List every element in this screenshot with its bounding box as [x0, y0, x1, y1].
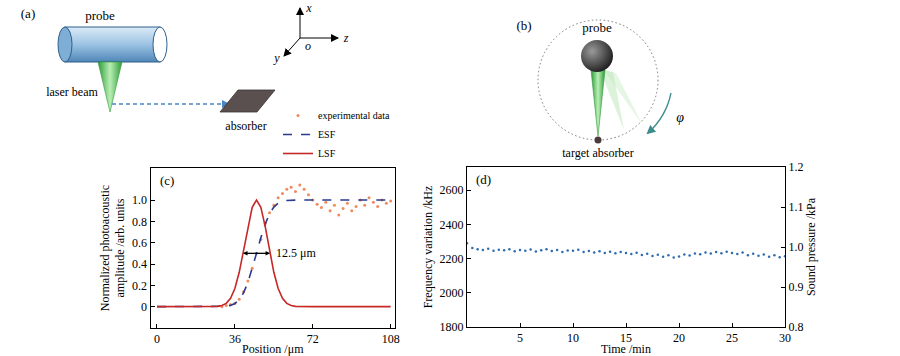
svg-text:0.2: 0.2 — [132, 279, 147, 293]
svg-text:2000: 2000 — [440, 286, 464, 300]
svg-text:0.6: 0.6 — [132, 236, 147, 250]
svg-text:2400: 2400 — [440, 218, 464, 232]
svg-text:0: 0 — [154, 332, 160, 346]
svg-text:15: 15 — [620, 331, 632, 345]
svg-text:Position /μm: Position /μm — [242, 342, 304, 356]
svg-text:72: 72 — [307, 332, 319, 346]
svg-text:(d): (d) — [476, 172, 491, 187]
svg-text:target absorber: target absorber — [562, 146, 633, 160]
svg-text:experimental data: experimental data — [318, 110, 390, 121]
svg-text:LSF: LSF — [318, 148, 336, 159]
svg-text:0.8: 0.8 — [132, 215, 147, 229]
svg-text:o: o — [305, 39, 311, 53]
svg-text:25: 25 — [726, 331, 738, 345]
svg-text:1.2: 1.2 — [788, 160, 803, 174]
svg-text:1.0: 1.0 — [132, 193, 147, 207]
svg-text:30: 30 — [779, 331, 791, 345]
svg-text:2200: 2200 — [440, 252, 464, 266]
svg-text:Sound pressure /kPa: Sound pressure /kPa — [804, 197, 818, 296]
svg-text:(c): (c) — [160, 173, 174, 188]
svg-text:probe: probe — [85, 8, 115, 23]
svg-text:0.9: 0.9 — [788, 280, 803, 294]
svg-text:0: 0 — [141, 300, 147, 314]
svg-text:12.5 μm: 12.5 μm — [276, 246, 316, 260]
svg-text:5: 5 — [517, 331, 523, 345]
svg-text:(a): (a) — [21, 6, 35, 21]
svg-text:Normalized photoacousticamplit: Normalized photoacousticamplitude /arb. … — [98, 185, 128, 311]
svg-text:1.1: 1.1 — [788, 200, 803, 214]
svg-text:(b): (b) — [516, 18, 531, 33]
svg-text:0.8: 0.8 — [788, 320, 803, 334]
svg-text:10: 10 — [567, 331, 579, 345]
svg-text:Frequency variation /kHz: Frequency variation /kHz — [421, 186, 435, 309]
svg-text:1800: 1800 — [440, 320, 464, 334]
svg-text:probe: probe — [582, 20, 612, 35]
svg-text:20: 20 — [673, 331, 685, 345]
svg-text:0.4: 0.4 — [132, 257, 147, 271]
svg-text:1.0: 1.0 — [788, 240, 803, 254]
svg-text:x: x — [305, 1, 312, 15]
svg-text:φ: φ — [676, 110, 684, 125]
svg-text:2600: 2600 — [440, 183, 464, 197]
svg-text:Time /min: Time /min — [601, 342, 651, 356]
svg-text:laser beam: laser beam — [46, 85, 98, 99]
svg-text:108: 108 — [382, 332, 400, 346]
svg-text:absorber: absorber — [225, 119, 266, 133]
svg-text:y: y — [273, 51, 280, 65]
svg-text:ESF: ESF — [318, 129, 336, 140]
svg-text:z: z — [343, 31, 349, 45]
svg-text:36: 36 — [229, 332, 241, 346]
